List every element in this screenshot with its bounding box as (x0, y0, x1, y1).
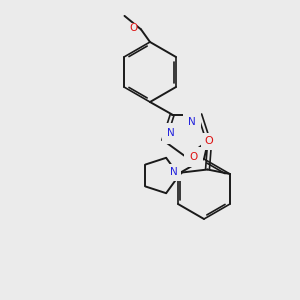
Text: O: O (190, 152, 198, 162)
Text: N: N (167, 128, 175, 138)
Text: N: N (170, 167, 178, 178)
Text: O: O (129, 23, 137, 33)
Text: N: N (188, 117, 196, 127)
Text: O: O (205, 136, 213, 146)
